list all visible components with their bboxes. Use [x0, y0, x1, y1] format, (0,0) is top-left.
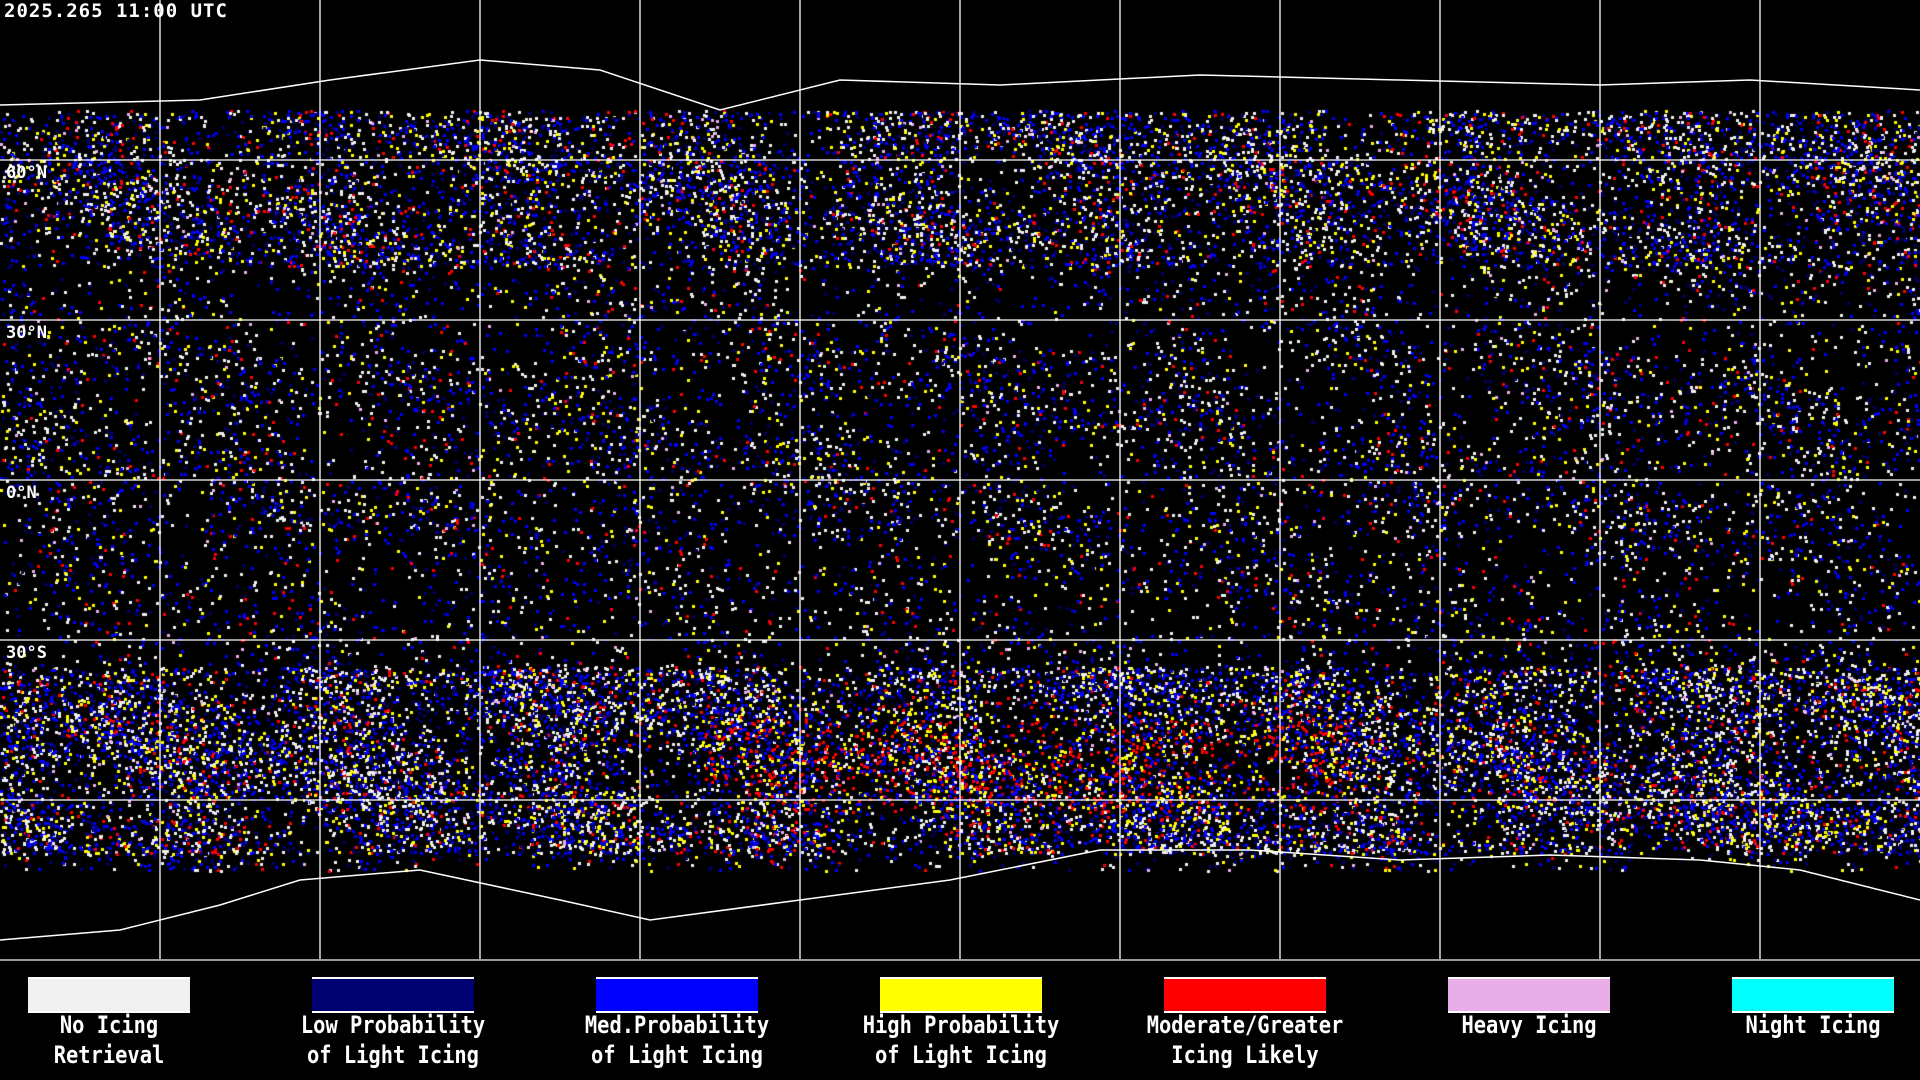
legend-color-swatch: [596, 977, 758, 1013]
legend-swatch-item: [1447, 977, 1611, 1013]
coastline: [0, 59, 1920, 941]
legend-label-line1: Moderate/Greater: [1146, 1011, 1344, 1039]
lat-label-60n: 60°N: [6, 163, 47, 183]
lat-label-30n: 30°N: [6, 323, 47, 343]
legend-label-line2: Icing Likely: [1171, 1041, 1319, 1069]
legend-label-line1: Night Icing: [1745, 1011, 1881, 1039]
legend-color-swatch: [880, 977, 1042, 1013]
legend-label: Heavy Icing: [1408, 1010, 1649, 1040]
lat-label-0n: 0°N: [6, 483, 37, 503]
legend-swatch-item: [27, 977, 191, 1013]
legend-color-swatch: [28, 977, 190, 1013]
legend-label-line1: Heavy Icing: [1461, 1011, 1597, 1039]
icing-map: [0, 0, 1920, 960]
timestamp-title: 2025.265 11:00 UTC: [4, 0, 228, 22]
legend-label-line1: No Icing: [59, 1011, 159, 1039]
lat-label-30s: 30°S: [6, 643, 47, 663]
legend-label: Low Probability of Light Icing: [272, 1010, 513, 1070]
legend-label-line2: of Light Icing: [307, 1041, 479, 1069]
legend-label: Night Icing: [1692, 1010, 1920, 1040]
legend-label-line1: Low Probability: [300, 1011, 486, 1039]
legend-label-line2: of Light Icing: [591, 1041, 763, 1069]
legend-swatch-item: [879, 977, 1043, 1013]
legend-color-swatch: [1732, 977, 1894, 1013]
legend-swatch-item: [595, 977, 759, 1013]
legend-label-line1: Med.Probability: [584, 1011, 770, 1039]
legend-label: Moderate/Greater Icing Likely: [1124, 1010, 1365, 1070]
legend-swatch-item: [1163, 977, 1327, 1013]
lat-lon-grid: [0, 0, 1920, 960]
legend-label: Med.Probability of Light Icing: [556, 1010, 797, 1070]
legend-label: No Icing Retrieval: [0, 1010, 230, 1070]
legend-label-line2: of Light Icing: [875, 1041, 1047, 1069]
legend-swatch-item: [1731, 977, 1895, 1013]
legend-color-swatch: [1448, 977, 1610, 1013]
legend-label-line2: Retrieval: [53, 1041, 165, 1069]
legend-swatch-item: [311, 977, 475, 1013]
legend-divider: [0, 959, 1920, 961]
legend-color-swatch: [312, 977, 474, 1013]
legend-color-swatch: [1164, 977, 1326, 1013]
legend-label: High Probability of Light Icing: [840, 1010, 1081, 1070]
legend-label-line1: High Probability: [862, 1011, 1060, 1039]
